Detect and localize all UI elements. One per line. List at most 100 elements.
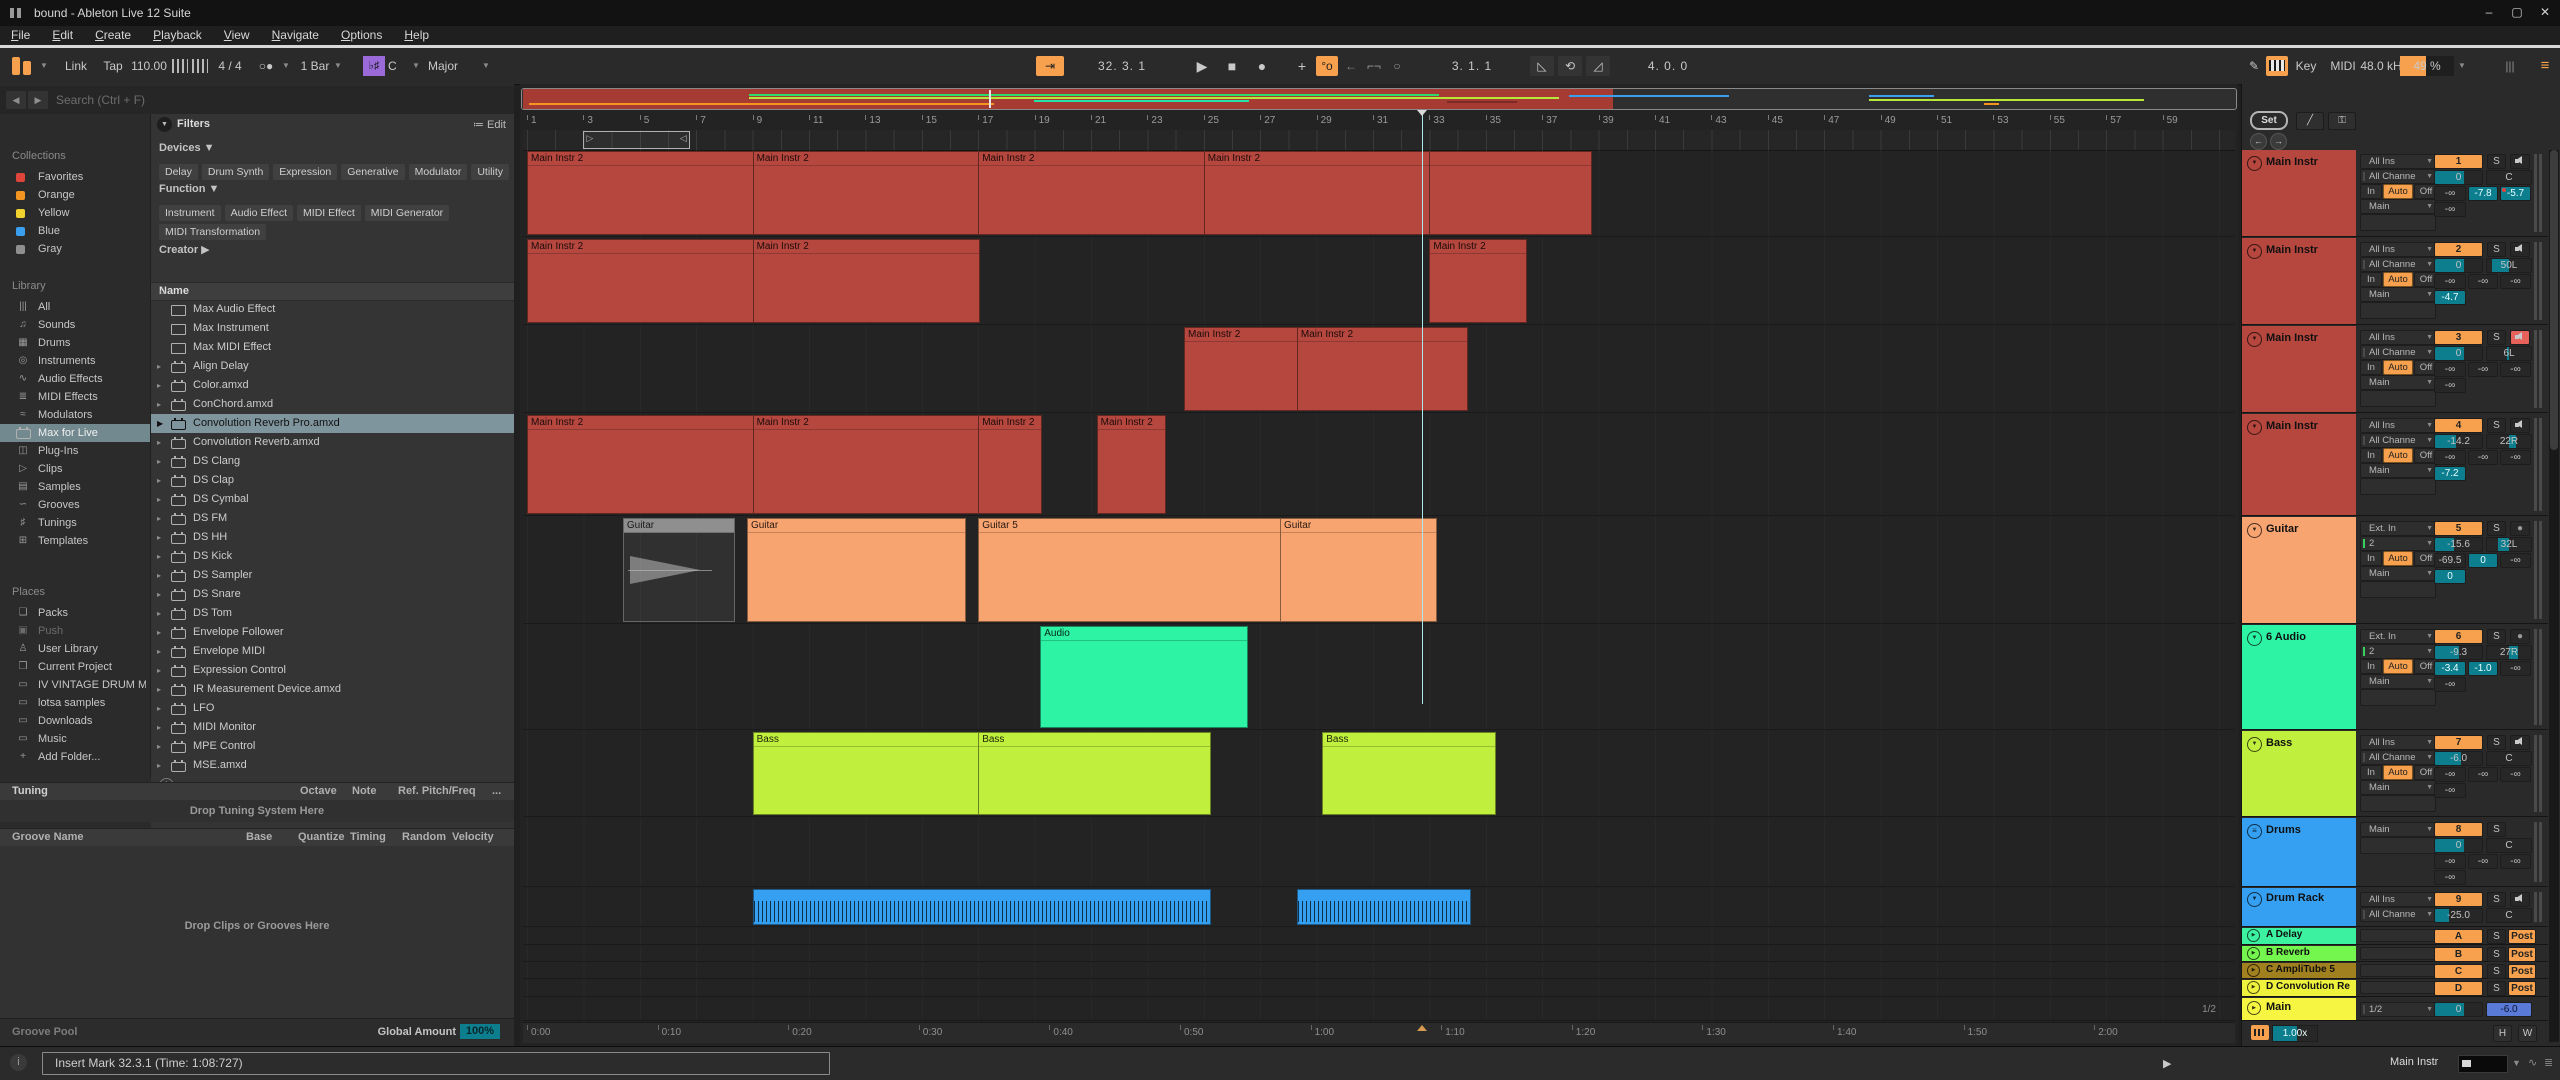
return-number-button[interactable]: A — [2434, 929, 2483, 944]
pan-field[interactable]: C — [2486, 170, 2532, 185]
return-name-area[interactable]: ▶ D Convolution Re — [2242, 980, 2356, 996]
track-header-8[interactable]: ≡ Drums Main ▼ 8 S 0 C -∞ -∞ -∞ -∞ — [2242, 818, 2548, 887]
punch-out-button[interactable]: ◿ — [1586, 56, 1610, 76]
routing-box[interactable] — [2360, 689, 2436, 706]
sidebar-item-templates[interactable]: ⊞ Templates — [0, 532, 150, 550]
arrangement-clip[interactable]: Main Instr 2 — [1296, 327, 1469, 411]
routing-box[interactable] — [2360, 302, 2436, 319]
fold-icon[interactable]: ▼ — [2247, 420, 2262, 435]
expander-icon[interactable]: ▸ — [157, 609, 162, 618]
groove-column-1[interactable]: Base — [246, 831, 273, 843]
track-name-area[interactable]: ▼ Main Instr — [2242, 150, 2356, 236]
expander-icon[interactable]: ▸ — [157, 495, 162, 504]
cue-volume-field[interactable]: -6.0 — [2486, 1002, 2532, 1017]
sidebar-item-user-library[interactable]: ♙ User Library — [0, 640, 150, 658]
track-header-5[interactable]: ▼ Guitar Ext. In ▼ 2 ▼ In Auto Off Main ▼ 5 S ● -15.6 3… — [2242, 517, 2548, 624]
device-item-max-audio-effect[interactable]: Max Audio Effect — [151, 300, 514, 319]
routing-box[interactable]: All Ins ▼ — [2360, 735, 2436, 750]
routing-box[interactable]: 1/2 ▼ — [2360, 1002, 2436, 1017]
expander-icon[interactable]: ▸ — [157, 362, 162, 371]
filter-chip-midi-generator[interactable]: MIDI Generator — [364, 205, 450, 221]
expander-icon[interactable]: ▸ — [157, 723, 162, 732]
filter-chip-midi-effect[interactable]: MIDI Effect — [297, 205, 361, 221]
track-lane-drums[interactable] — [523, 818, 2235, 887]
pan-field[interactable]: 22R — [2486, 434, 2532, 449]
send-b-field[interactable]: -∞ — [2468, 274, 2498, 289]
nudge-down-icon[interactable] — [172, 59, 188, 73]
chevron-down-icon[interactable]: ▼ — [2458, 61, 2466, 70]
minimize-button[interactable]: – — [2485, 5, 2493, 19]
arrangement-clip[interactable] — [1429, 151, 1593, 235]
sidebar-item-plug-ins[interactable]: ◫ Plug-Ins — [0, 442, 150, 460]
arrangement-clip[interactable]: Main Instr 2 — [1203, 151, 1432, 235]
filter-chip-modulator[interactable]: Modulator — [408, 164, 468, 180]
sidebar-item-blue[interactable]: Blue — [0, 222, 150, 240]
track-lane-main-instr[interactable]: Main Instr 2 Main Instr 2 Main Instr 2 — [523, 238, 2235, 325]
sidebar-item-clips[interactable]: ▷ Clips — [0, 460, 150, 478]
return-lane-d[interactable] — [523, 980, 2235, 997]
return-number-button[interactable]: B — [2434, 947, 2483, 962]
routing-box[interactable]: All Ins ▼ — [2360, 242, 2436, 257]
height-zoom-button[interactable]: H — [2493, 1025, 2512, 1042]
key-map-button[interactable]: Key — [2295, 59, 2317, 73]
solo-button[interactable]: S — [2487, 822, 2506, 837]
expander-icon[interactable]: ▸ — [157, 742, 162, 751]
send-b-field[interactable]: -7.8 — [2468, 186, 2498, 201]
sidebar-item-add-folder-[interactable]: + Add Folder... — [0, 748, 150, 766]
expander-icon[interactable]: ▸ — [157, 476, 162, 485]
pan-field[interactable]: 27R — [2486, 645, 2532, 660]
key-root-menu[interactable]: C — [388, 59, 397, 73]
fold-icon[interactable]: ▼ — [2247, 737, 2262, 752]
track-lane-guitar[interactable]: Guitar Guitar Guitar 5 Guitar — [523, 517, 2235, 624]
routing-box[interactable] — [2360, 929, 2436, 942]
sidebar-item-iv-vintage-drum-m-[interactable]: ▭ IV VINTAGE DRUM M/ — [0, 676, 150, 694]
send-c-field[interactable]: -∞ — [2500, 767, 2531, 782]
device-item-ds-fm[interactable]: ▸ DS FM — [151, 509, 514, 528]
key-scale-icon[interactable]: ♭♯ — [363, 56, 385, 76]
volume-field[interactable]: 0 — [2434, 346, 2483, 361]
expander-icon[interactable]: ▸ — [157, 704, 162, 713]
preferences-menu-icon[interactable]: ≡ — [2540, 57, 2550, 74]
track-name-area[interactable]: ▼ Main Instr — [2242, 326, 2356, 412]
solo-button[interactable]: S — [2487, 964, 2506, 979]
arrangement-clip[interactable]: Guitar — [746, 518, 967, 622]
arrangement-clip[interactable]: Bass — [978, 732, 1212, 815]
solo-button[interactable]: S — [2487, 521, 2506, 536]
groove-column-2[interactable]: Quantize — [298, 831, 345, 843]
groove-column-5[interactable]: Velocity — [452, 831, 494, 843]
device-item-envelope-midi[interactable]: ▸ Envelope MIDI — [151, 642, 514, 661]
main-volume-field[interactable]: 0 — [2434, 1002, 2483, 1017]
expander-icon[interactable]: ▸ — [157, 381, 162, 390]
return-name-area[interactable]: ▶ C AmpliTube 5 — [2242, 963, 2356, 978]
device-item-ds-cymbal[interactable]: ▸ DS Cymbal — [151, 490, 514, 509]
filter-chip-audio-effect[interactable]: Audio Effect — [224, 205, 294, 221]
arrangement-clip[interactable]: Bass — [752, 732, 981, 815]
track-lane-main-instr[interactable]: Main Instr 2 Main Instr 2 — [523, 326, 2235, 413]
solo-button[interactable]: S — [2487, 947, 2506, 962]
send-b-field[interactable]: -∞ — [2468, 854, 2498, 869]
punch-brackets-icon[interactable]: ⌐¬ — [1366, 59, 1381, 73]
main-lane[interactable] — [523, 998, 2235, 1021]
next-locator-button[interactable]: → — [2270, 133, 2287, 150]
expander-icon[interactable]: ▸ — [157, 438, 162, 447]
sidebar-item-audio-effects[interactable]: ∿ Audio Effects — [0, 370, 150, 388]
monitor-in[interactable]: In — [2360, 448, 2382, 463]
filter-chip-utility[interactable]: Utility — [471, 164, 509, 180]
return-lane-b[interactable] — [523, 946, 2235, 962]
follow-button[interactable]: ⇥ — [1036, 56, 1064, 76]
device-item-max-midi-effect[interactable]: Max MIDI Effect — [151, 338, 514, 357]
track-lane-bass[interactable]: Bass Bass Bass — [523, 731, 2235, 817]
expander-icon[interactable]: ▸ — [157, 647, 162, 656]
chevron-down-icon[interactable]: ▼ — [2512, 1058, 2521, 1068]
track-activator-button[interactable] — [2510, 892, 2530, 907]
routing-box[interactable]: 2 ▼ — [2360, 644, 2436, 659]
volume-field[interactable]: 0 — [2434, 258, 2483, 273]
monitor-in[interactable]: In — [2360, 551, 2382, 566]
track-number-button[interactable]: 6 — [2434, 629, 2483, 644]
solo-button[interactable]: S — [2487, 330, 2506, 345]
filter-chip-expression[interactable]: Expression — [273, 164, 338, 180]
arrangement-overview[interactable] — [521, 88, 2237, 110]
expander-icon[interactable]: ▸ — [157, 457, 162, 466]
track-activator-button[interactable] — [2510, 735, 2530, 750]
scrub-area[interactable] — [523, 130, 2235, 151]
